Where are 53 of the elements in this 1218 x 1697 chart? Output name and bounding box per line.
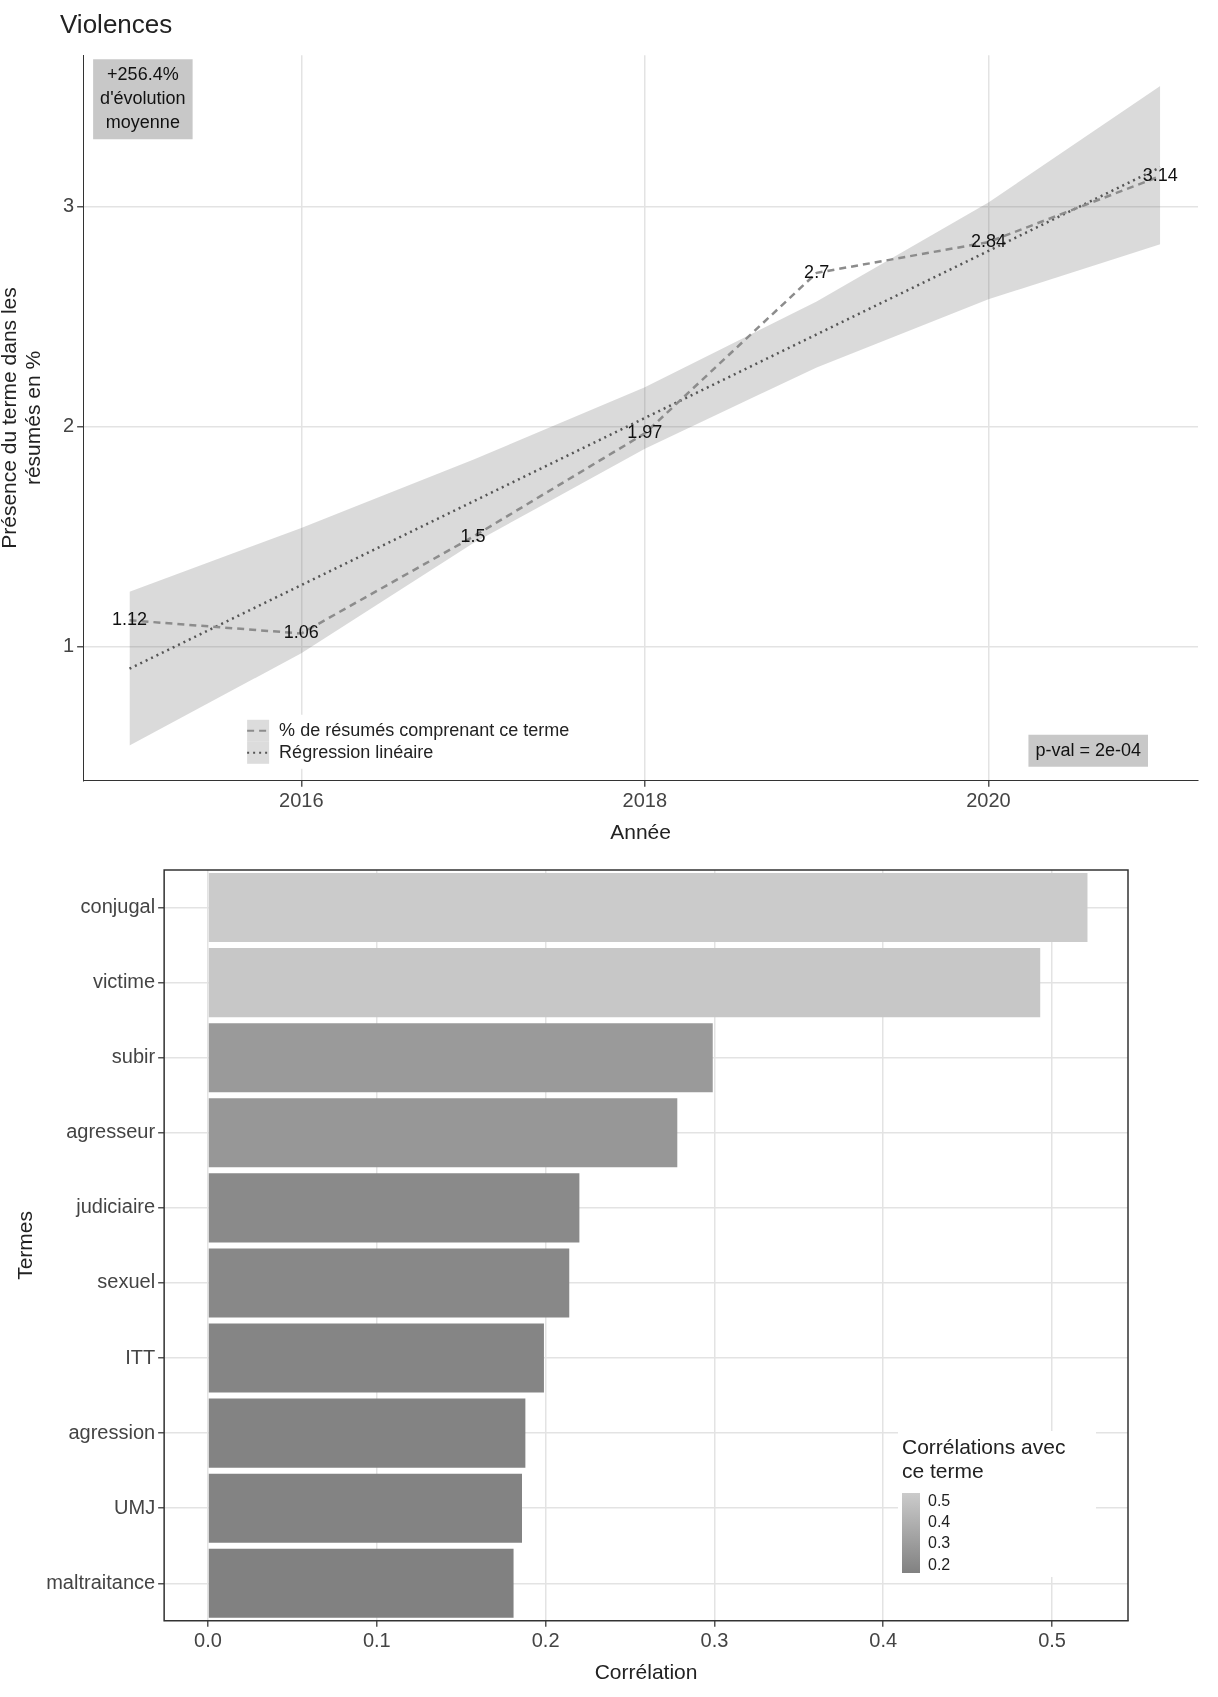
x-tick-label: 0.3: [700, 1629, 729, 1652]
y-tick-label: agression: [68, 1420, 156, 1443]
y-tick-label: conjugal: [80, 895, 156, 918]
bar: [208, 1398, 526, 1468]
y-axis-title: Termes: [13, 1210, 37, 1280]
x-tick-label: 0.1: [362, 1629, 391, 1652]
bar: [208, 873, 1088, 943]
bar: [208, 1023, 713, 1093]
x-tick-label: 0.5: [1038, 1629, 1066, 1652]
y-tick-label: 2: [63, 414, 75, 437]
y-tick-label: agresseur: [66, 1120, 156, 1143]
x-tick-label: 2020: [966, 789, 1011, 812]
data-label: 1.5: [460, 525, 486, 546]
data-label: 3.14: [1142, 165, 1178, 186]
y-tick-label: UMJ: [114, 1495, 156, 1518]
x-tick-label: 0.4: [869, 1629, 898, 1652]
annotation: 0.2: [928, 1555, 951, 1574]
data-label: 2.84: [970, 231, 1006, 252]
y-tick-label: 3: [63, 194, 75, 217]
annotation: 0.4: [928, 1513, 951, 1532]
bar: [208, 1548, 514, 1618]
bar: [208, 948, 1041, 1018]
legend-label: % de résumés comprenant ce terme: [279, 719, 570, 740]
data-label: 1.97: [627, 422, 663, 443]
bar: [208, 1323, 544, 1393]
data-label: 2.7: [804, 261, 830, 282]
data-label: 1.12: [111, 609, 148, 630]
x-tick-label: 0.2: [531, 1629, 560, 1652]
annotation: 0.3: [928, 1534, 951, 1553]
bar: [208, 1173, 580, 1243]
x-tick-label: 2016: [279, 789, 324, 812]
y-tick-label: maltraitance: [46, 1570, 156, 1593]
data-label: 1.06: [283, 622, 319, 643]
bar: [208, 1248, 570, 1318]
y-tick-label: ITT: [125, 1345, 156, 1368]
bar: [208, 1473, 522, 1543]
y-tick-label: judiciaire: [75, 1195, 156, 1218]
annotation: p-val = 2e-04: [1035, 739, 1142, 760]
color-bar-title: Corrélations avec ce terme: [902, 1434, 1067, 1483]
x-tick-label: 2018: [622, 789, 668, 812]
y-tick-label: subir: [111, 1045, 156, 1068]
x-axis-title: Corrélation: [594, 1660, 698, 1684]
x-axis-title: Année: [610, 820, 671, 844]
bar: [208, 1098, 678, 1168]
y-tick-label: sexuel: [97, 1270, 156, 1293]
y-tick-label: 1: [63, 634, 75, 657]
y-tick-label: victime: [92, 970, 156, 993]
chart-title: Violences: [60, 8, 173, 39]
annotation: 0.5: [928, 1491, 951, 1510]
annotation: +256.4% d'évolution moyenne: [100, 64, 186, 133]
y-axis-title: Présence du terme dans les résumés en %: [0, 287, 44, 549]
legend-label: Régression linéaire: [279, 741, 434, 762]
x-tick-label: 0.0: [194, 1629, 222, 1652]
